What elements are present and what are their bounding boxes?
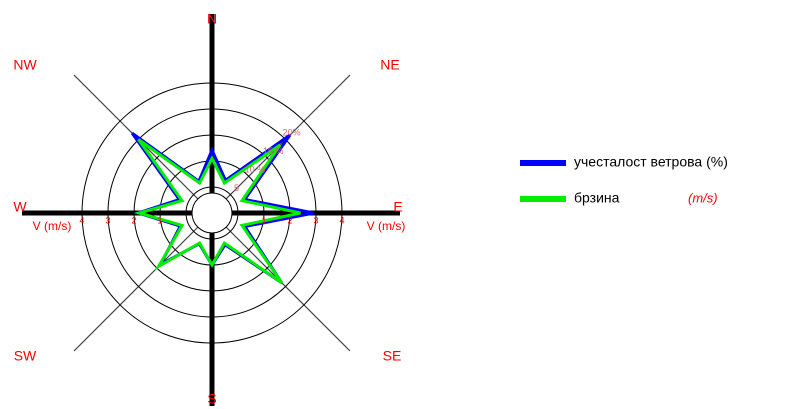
calm-circle xyxy=(191,192,233,234)
r-tick-label: 15 % xyxy=(263,146,284,156)
legend-label: учесталост ветрова (%) xyxy=(574,154,728,170)
legend-unit: (m/s) xyxy=(688,190,718,205)
r2-tick-label: 1 xyxy=(261,215,266,225)
direction-label: SE xyxy=(383,348,402,364)
r-tick-label: 20% xyxy=(283,128,301,138)
r2-tick-label: 4 xyxy=(79,215,84,225)
direction-label: E xyxy=(393,199,402,215)
r2-tick-label: 2 xyxy=(287,215,292,225)
direction-label: W xyxy=(13,199,27,215)
r2-tick-label: 4 xyxy=(339,215,344,225)
r2-label: V (m/s) xyxy=(33,219,72,233)
r-tick-label: 5 xyxy=(234,183,239,193)
legend-label: брзина xyxy=(574,190,620,206)
direction-label: N xyxy=(207,11,217,27)
direction-label: NW xyxy=(13,57,37,73)
direction-label: S xyxy=(207,391,216,407)
r2-tick-label: 1 xyxy=(157,215,162,225)
r2-tick-label: 3 xyxy=(313,215,318,225)
direction-label: SW xyxy=(14,348,37,364)
r2-tick-label: 3 xyxy=(105,215,110,225)
r-tick-label: 10 % xyxy=(245,164,266,174)
direction-label: NE xyxy=(380,57,399,73)
series-line xyxy=(133,138,301,285)
r2-label: V (m/s) xyxy=(367,219,406,233)
r2-tick-label: 2 xyxy=(131,215,136,225)
